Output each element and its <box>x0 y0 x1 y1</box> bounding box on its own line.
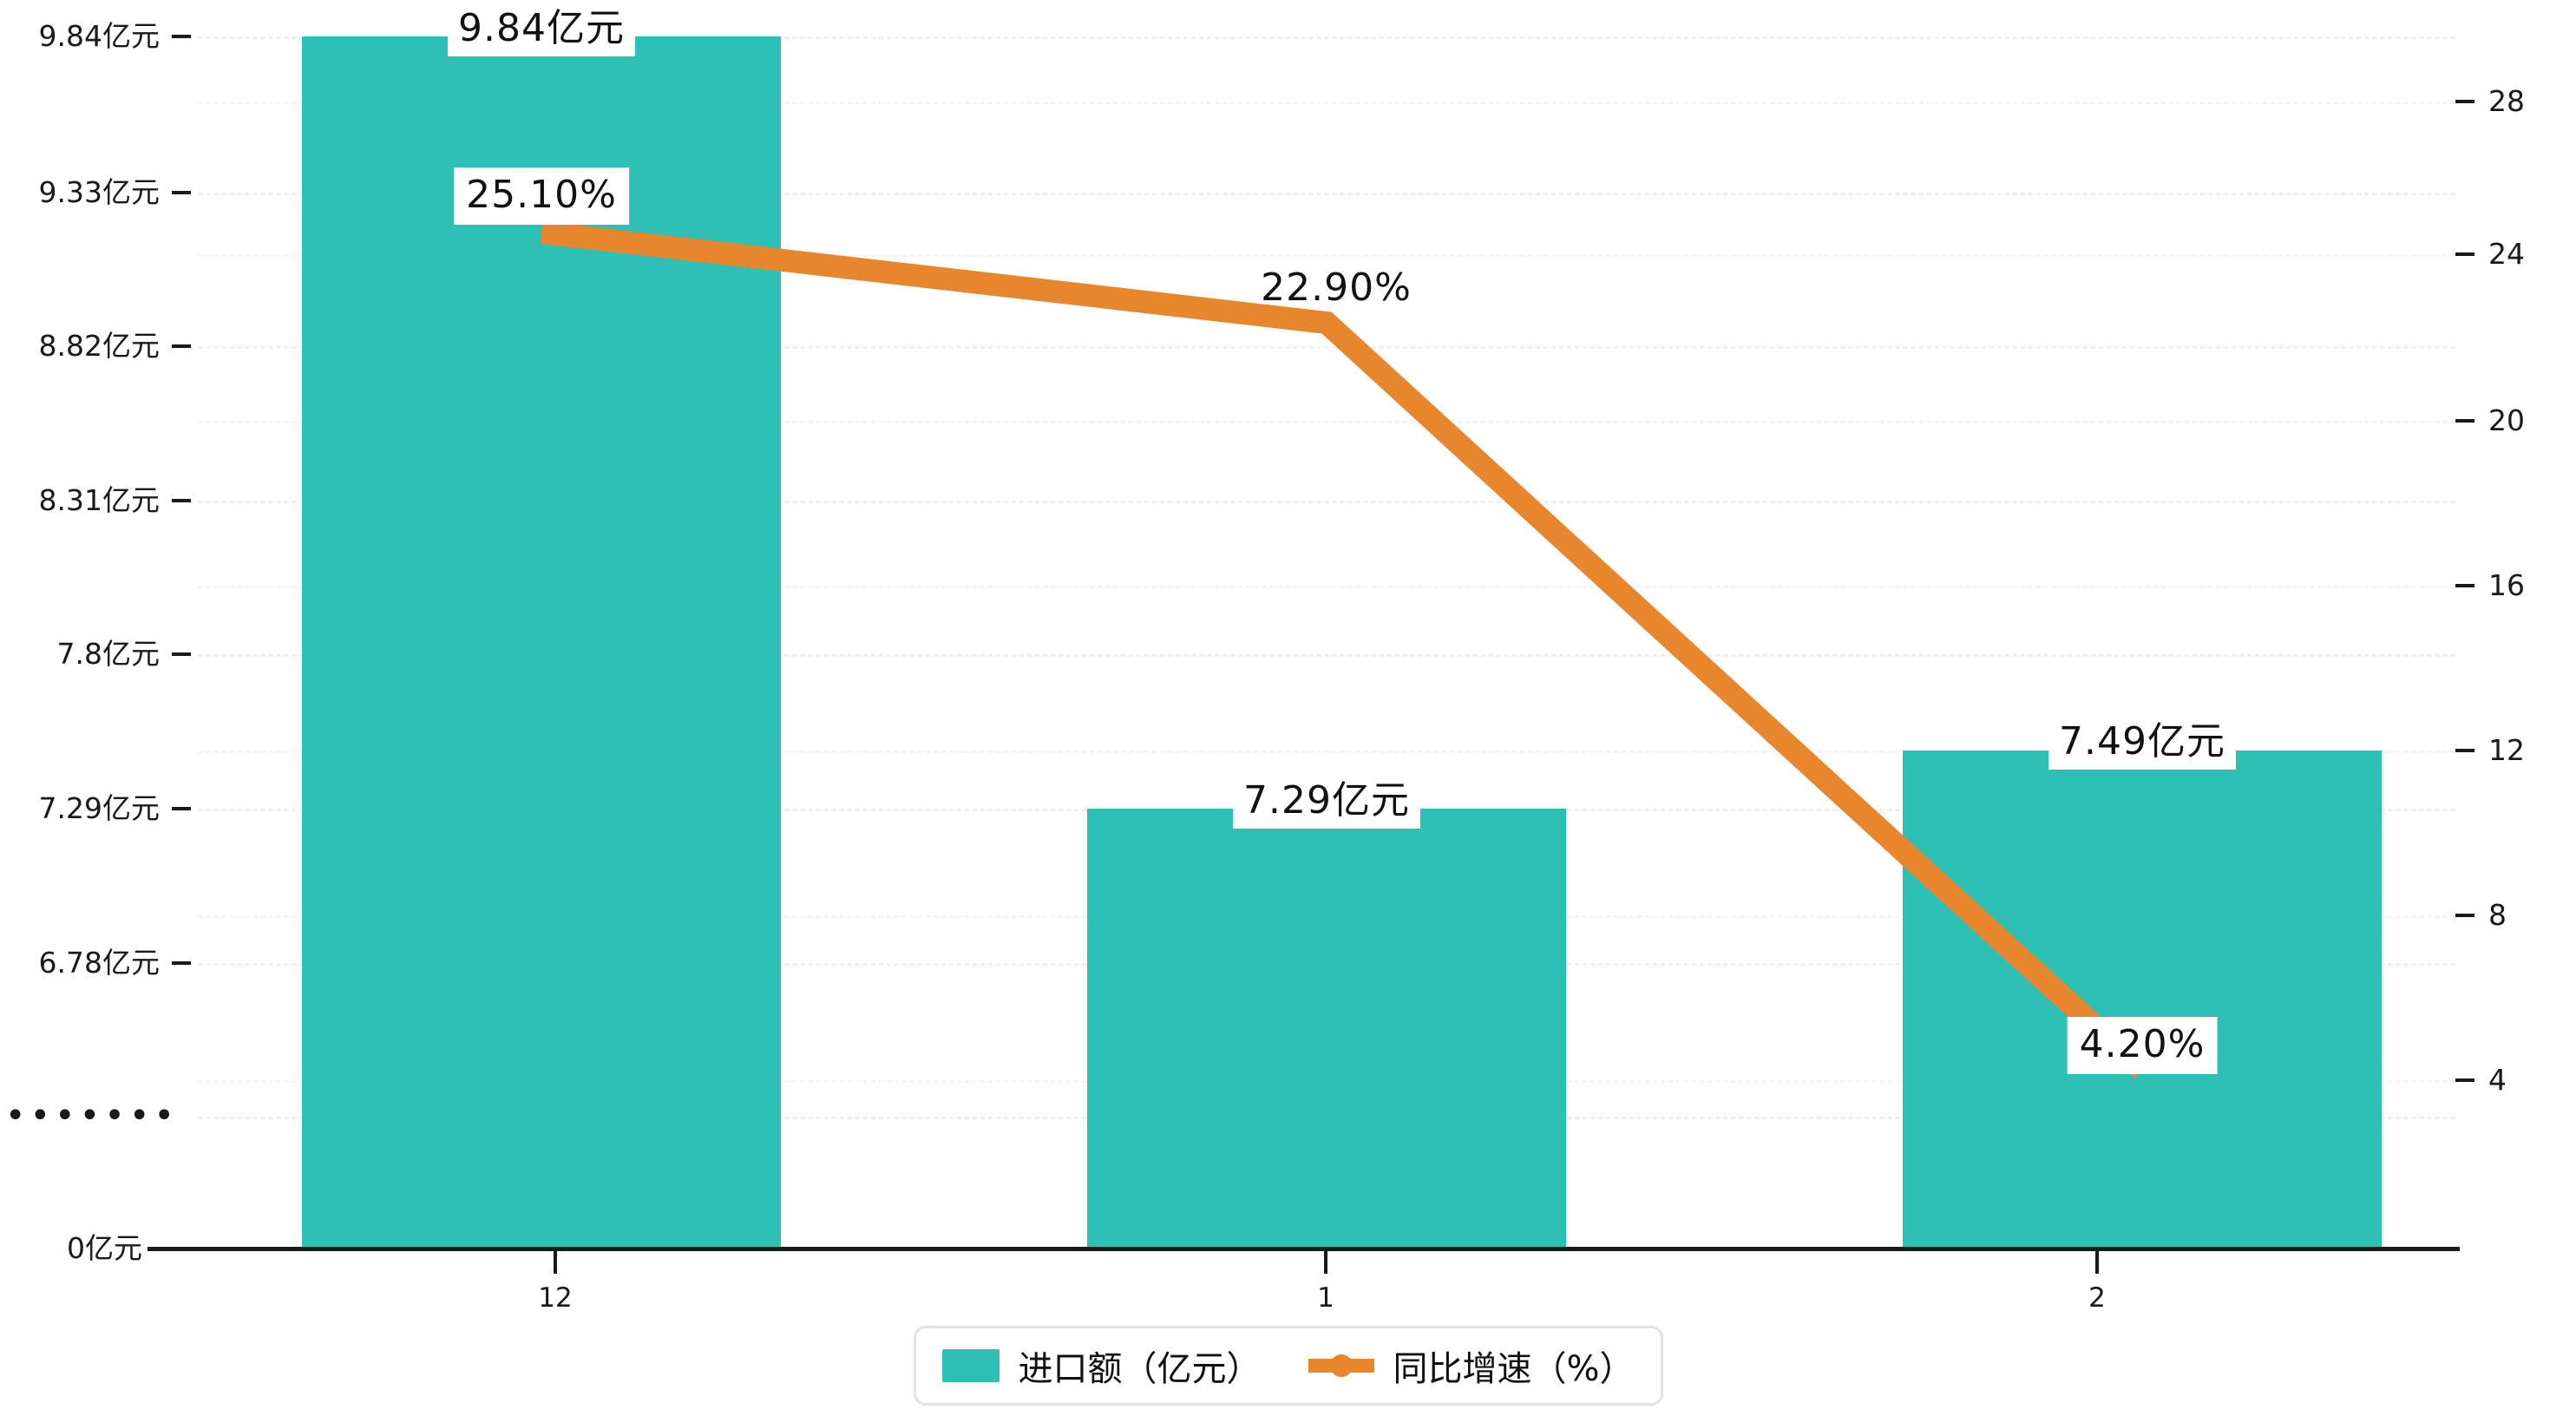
y-axis-right-tick-label: 16 <box>2488 567 2525 602</box>
tick-mark-icon <box>172 344 191 348</box>
bar-series-item[interactable] <box>1903 751 2382 1247</box>
y-axis-right-tick-label: 12 <box>2488 732 2525 767</box>
x-axis-tick-label: 1 <box>1317 1282 1334 1314</box>
tick-mark-icon <box>2455 100 2474 103</box>
tick-mark-icon <box>172 652 191 656</box>
y-axis-left-tick-label: 0亿元 <box>67 1230 142 1265</box>
legend-line-marker-icon <box>1329 1354 1353 1377</box>
y-axis-left-tick-label: ••••••••• <box>0 1096 179 1136</box>
y-axis-left-tick-label: 7.29亿元 <box>38 790 160 825</box>
y-axis-left-tick-label: 9.33亿元 <box>38 174 160 209</box>
y-axis-left-tick-label: 9.84亿元 <box>38 18 160 53</box>
legend-item-yoy-growth[interactable]: 同比增速（%） <box>1308 1341 1635 1391</box>
bar-value-label: 9.84亿元 <box>448 3 635 57</box>
gridline-minor <box>198 102 2455 104</box>
tick-mark-icon <box>172 499 191 502</box>
line-value-label: 22.90% <box>1261 266 1412 310</box>
x-axis-tick-label: 12 <box>538 1282 573 1314</box>
y-axis-left-tick-label: 8.31亿元 <box>38 482 160 517</box>
tick-mark-icon <box>172 191 191 194</box>
line-value-label: 25.10% <box>454 167 629 226</box>
x-axis-tick-mark <box>554 1251 557 1274</box>
tick-mark-icon <box>2455 584 2474 587</box>
tick-mark-icon <box>2455 252 2474 256</box>
y-axis-left-tick-label: 7.8亿元 <box>56 636 160 671</box>
x-axis-line <box>147 1247 2460 1251</box>
bar-series-item[interactable] <box>1087 809 1566 1247</box>
tick-mark-icon <box>172 961 191 965</box>
tick-mark-icon <box>2455 749 2474 752</box>
tick-mark-icon <box>172 35 191 38</box>
tick-mark-icon <box>2455 914 2474 917</box>
gridline <box>198 193 2455 195</box>
x-axis-tick-label: 2 <box>2088 1282 2106 1314</box>
x-axis-tick-mark <box>1324 1251 1327 1274</box>
x-axis-tick-mark <box>2095 1251 2099 1274</box>
line-value-label: 4.20% <box>2067 1017 2218 1075</box>
legend-item-label: 同比增速（%） <box>1393 1349 1635 1389</box>
y-axis-right-tick-label: 24 <box>2488 236 2525 271</box>
gridline <box>198 36 2455 39</box>
legend-item-label: 进口额（亿元） <box>1018 1349 1262 1389</box>
y-axis-left-tick-label: 6.78亿元 <box>38 945 160 980</box>
legend-bar-swatch-icon <box>941 1349 1000 1382</box>
y-axis-right-tick-label: 4 <box>2488 1062 2507 1097</box>
legend-item-import-value[interactable]: 进口额（亿元） <box>941 1341 1261 1391</box>
bar-value-label: 7.49亿元 <box>2048 716 2236 770</box>
tick-mark-icon <box>2455 419 2474 423</box>
y-axis-left-tick-label: 8.82亿元 <box>38 328 160 363</box>
chart-legend: 进口额（亿元） 同比增速（%） <box>913 1326 1663 1406</box>
y-axis-right-tick-label: 20 <box>2488 403 2525 437</box>
bar-value-label: 7.29亿元 <box>1233 775 1420 829</box>
y-axis-right-tick-label: 28 <box>2488 83 2525 118</box>
tick-mark-icon <box>2455 1078 2474 1082</box>
y-axis-right-tick-label: 8 <box>2488 897 2507 932</box>
legend-line-swatch-icon <box>1308 1349 1374 1382</box>
tick-mark-icon <box>172 807 191 810</box>
